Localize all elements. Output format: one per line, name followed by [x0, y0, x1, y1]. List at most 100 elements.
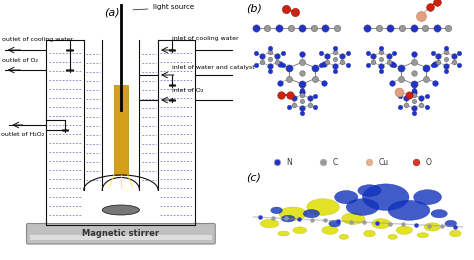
Point	[377, 68, 385, 73]
Ellipse shape	[388, 200, 430, 220]
Point	[429, 51, 437, 55]
Point	[291, 103, 298, 107]
Point	[291, 96, 298, 100]
Text: N: N	[286, 158, 292, 166]
Point	[418, 96, 425, 100]
Point	[377, 64, 385, 68]
Point	[391, 51, 398, 55]
Point	[452, 225, 459, 229]
Point	[442, 50, 450, 54]
Point	[310, 26, 318, 30]
Point	[273, 160, 281, 164]
Point	[266, 64, 273, 68]
Text: outlet of O₂: outlet of O₂	[2, 57, 38, 62]
Point	[264, 26, 271, 30]
Point	[331, 57, 338, 61]
Point	[421, 26, 429, 30]
Point	[320, 62, 328, 66]
Text: inlet of cooling water: inlet of cooling water	[172, 36, 238, 41]
Point	[435, 54, 442, 58]
Point	[323, 60, 331, 64]
Point	[431, 62, 439, 66]
Ellipse shape	[342, 213, 365, 224]
Point	[456, 63, 463, 67]
Point	[410, 93, 418, 97]
Point	[333, 26, 341, 30]
Point	[410, 52, 418, 56]
Point	[298, 82, 306, 86]
Point	[253, 51, 260, 55]
Point	[429, 63, 437, 67]
Ellipse shape	[281, 215, 295, 222]
Point	[397, 94, 404, 98]
Point	[377, 50, 385, 54]
Point	[412, 223, 420, 227]
Point	[400, 222, 407, 226]
Point	[431, 81, 439, 85]
Point	[283, 216, 290, 220]
Ellipse shape	[417, 233, 428, 238]
Ellipse shape	[329, 220, 340, 227]
Bar	[30, 235, 211, 240]
Ellipse shape	[396, 226, 412, 234]
Point	[331, 50, 338, 54]
Point	[286, 66, 293, 70]
Point	[335, 219, 342, 223]
Ellipse shape	[346, 199, 379, 215]
Point	[318, 63, 325, 67]
Point	[252, 26, 259, 30]
Point	[364, 51, 372, 55]
Point	[385, 54, 392, 58]
Point	[377, 46, 385, 50]
Point	[311, 94, 319, 98]
Point	[320, 81, 328, 85]
Point	[347, 219, 355, 224]
Ellipse shape	[363, 184, 409, 210]
Point	[298, 111, 306, 115]
Text: Cu: Cu	[379, 158, 389, 166]
Text: outlet of H₂O₂: outlet of H₂O₂	[1, 133, 45, 138]
Point	[395, 90, 403, 94]
Ellipse shape	[414, 190, 441, 205]
Ellipse shape	[271, 207, 283, 214]
Point	[377, 57, 385, 61]
Point	[410, 99, 418, 103]
Point	[450, 60, 458, 64]
Point	[344, 63, 352, 67]
Point	[318, 51, 325, 55]
Point	[258, 60, 265, 64]
Point	[397, 66, 405, 70]
Point	[387, 222, 394, 226]
Ellipse shape	[307, 199, 339, 215]
Ellipse shape	[450, 230, 461, 237]
Ellipse shape	[431, 210, 447, 218]
Point	[385, 60, 392, 64]
Point	[364, 26, 371, 30]
Point	[445, 26, 452, 30]
Point	[410, 82, 418, 86]
Point	[298, 52, 306, 56]
Point	[311, 77, 319, 81]
Point	[402, 103, 410, 107]
Point	[442, 68, 450, 73]
Text: light source: light source	[133, 4, 194, 10]
Point	[410, 106, 418, 110]
Point	[285, 94, 292, 98]
Ellipse shape	[372, 219, 391, 229]
Text: inlet of O₂: inlet of O₂	[172, 88, 203, 93]
Point	[433, 26, 441, 30]
Point	[412, 160, 420, 164]
Point	[331, 46, 338, 50]
Point	[398, 26, 406, 30]
Point	[285, 105, 292, 109]
Point	[361, 220, 368, 224]
Point	[374, 221, 381, 225]
Point	[273, 60, 281, 64]
Text: C: C	[332, 158, 337, 166]
Text: outlet of cooling water: outlet of cooling water	[2, 37, 73, 42]
Point	[275, 26, 283, 30]
Ellipse shape	[364, 230, 375, 237]
Point	[426, 224, 433, 228]
Bar	[114, 85, 128, 175]
Point	[433, 0, 441, 4]
